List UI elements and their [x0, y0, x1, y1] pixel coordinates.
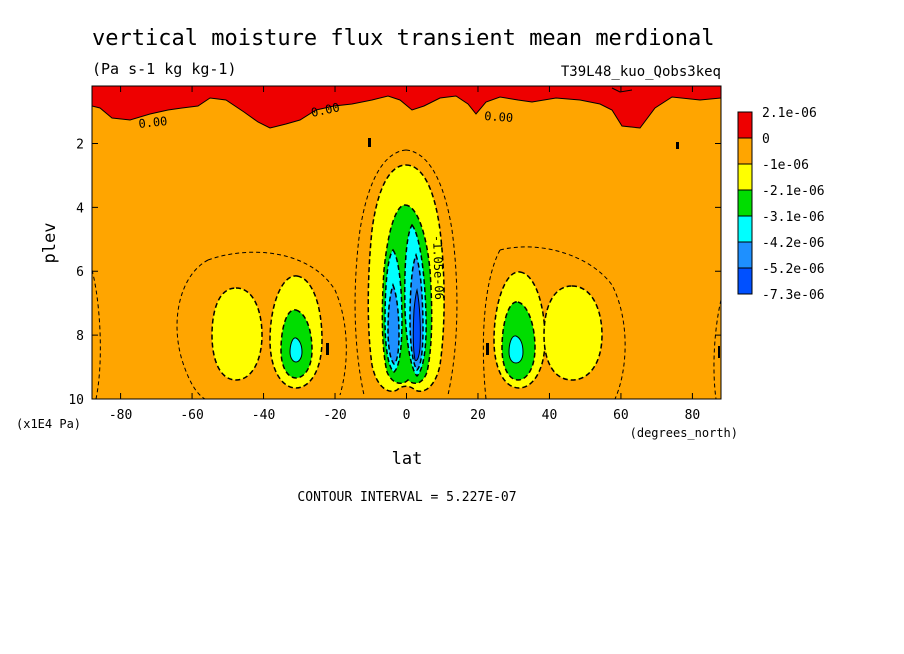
x-tick-label: 80 — [685, 408, 701, 423]
y-tick-label: 8 — [76, 329, 84, 344]
outer-contours — [92, 149, 721, 399]
x-tick-label: -40 — [252, 408, 275, 423]
contour-line — [611, 87, 633, 93]
y-tick-label: 6 — [76, 265, 84, 280]
run-id: T39L48_kuo_Qobs3keq — [561, 64, 721, 80]
contour-field: 0.00 0.00 0.00 -1.05e-06 — [92, 86, 721, 399]
colorbar-swatch — [737, 267, 753, 295]
y-axis-label: plev — [40, 223, 60, 264]
contour-interval: CONTOUR INTERVAL = 5.227E-07 — [297, 490, 516, 505]
x-tick-label: -20 — [323, 408, 346, 423]
positive-band — [92, 86, 721, 129]
x-tick-label: 40 — [542, 408, 558, 423]
colorbar-label: 2.1e-06 — [762, 106, 817, 121]
chart-title: vertical moisture flux transient mean me… — [92, 26, 715, 51]
x-axis-units: (degrees_north) — [630, 426, 738, 440]
x-tick-label: 60 — [613, 408, 629, 423]
south-subtropical-cyan — [289, 337, 303, 363]
colorbar: 2.1e-06 0 -1e-06 -2.1e-06 -3.1e-06 -4.2e-06 -5… — [737, 106, 825, 303]
x-tick-label: 20 — [470, 408, 486, 423]
colorbar-swatch — [737, 111, 753, 139]
x-tick-label: -80 — [109, 408, 132, 423]
equatorial-deepblue — [412, 288, 421, 361]
colorbar-label: -1e-06 — [762, 158, 809, 173]
y-axis-units: (x1E4 Pa) — [16, 417, 81, 431]
x-tick-label: 0 — [403, 408, 411, 423]
colorbar-label: -7.3e-06 — [762, 288, 825, 303]
x-tick-label: -60 — [180, 408, 203, 423]
colorbar-label: -5.2e-06 — [762, 262, 825, 277]
north-subtropical-cyan — [508, 335, 524, 364]
colorbar-swatch — [737, 163, 753, 191]
small-features — [326, 138, 720, 358]
colorbar-label: -2.1e-06 — [762, 184, 825, 199]
contour-label: 0.00 — [138, 114, 168, 131]
south-midlat-yellow — [211, 287, 263, 381]
x-axis-label: lat — [392, 449, 423, 469]
colorbar-label: -4.2e-06 — [762, 236, 825, 251]
chart-units: (Pa s-1 kg kg-1) — [92, 60, 237, 78]
colorbar-swatch — [737, 241, 753, 269]
y-axis: 2 4 6 8 10 — [68, 137, 721, 408]
colorbar-swatch — [737, 137, 753, 165]
contour-label: 0.00 — [310, 100, 341, 120]
contour-label: 0.00 — [484, 109, 514, 125]
north-midlat-yellow — [543, 285, 603, 381]
x-axis: -80 -60 -40 -20 0 20 40 60 80 — [109, 86, 700, 423]
y-tick-label: 4 — [76, 201, 84, 216]
y-tick-label: 2 — [76, 137, 84, 152]
colorbar-label: -3.1e-06 — [762, 210, 825, 225]
colorbar-label: 0 — [762, 132, 770, 147]
colorbar-swatch — [737, 189, 753, 217]
y-tick-label: 10 — [68, 393, 84, 408]
colorbar-swatch — [737, 215, 753, 243]
contour-label: -1.05e-06 — [430, 235, 446, 300]
